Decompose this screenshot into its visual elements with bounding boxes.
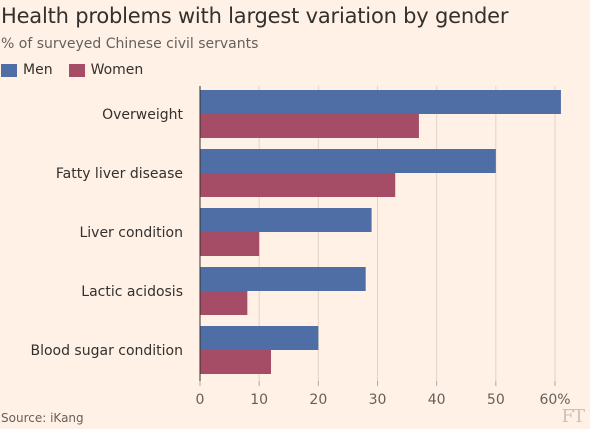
- bar-women-overweight: [200, 114, 419, 138]
- category-label-blood-sugar-condition: Blood sugar condition: [30, 343, 183, 359]
- chart-title: Health problems with largest variation b…: [1, 4, 509, 28]
- ft-logo: FT: [561, 406, 585, 427]
- x-tick-label-50: 50: [487, 392, 505, 408]
- category-label-lactic-acidosis: Lactic acidosis: [81, 284, 183, 300]
- x-tick-label-10: 10: [250, 392, 268, 408]
- legend: Men Women: [1, 62, 159, 78]
- x-tick-label-0: 0: [196, 392, 205, 408]
- legend-label-men: Men: [23, 62, 53, 78]
- bar-men-lactic-acidosis: [200, 267, 366, 291]
- legend-swatch-men: [1, 63, 17, 77]
- source-note: Source: iKang: [1, 411, 84, 425]
- category-label-overweight: Overweight: [102, 107, 183, 123]
- bar-women-blood-sugar-condition: [200, 350, 271, 374]
- bar-men-blood-sugar-condition: [200, 326, 319, 350]
- x-tick-label-20: 20: [309, 392, 327, 408]
- category-label-fatty-liver-disease: Fatty liver disease: [56, 166, 183, 182]
- x-tick-label-40: 40: [428, 392, 446, 408]
- legend-swatch-women: [68, 63, 85, 77]
- legend-label-women: Women: [90, 62, 144, 78]
- category-label-liver-condition: Liver condition: [79, 225, 183, 241]
- legend-item-men: Men: [1, 62, 53, 78]
- x-tick-label-30: 30: [369, 392, 387, 408]
- bar-women-liver-condition: [200, 232, 260, 256]
- bar-men-fatty-liver-disease: [200, 149, 496, 173]
- bar-women-fatty-liver-disease: [200, 173, 396, 197]
- chart-subtitle: % of surveyed Chinese civil servants: [1, 36, 259, 52]
- bar-men-liver-condition: [200, 208, 372, 232]
- x-tick-label-60: 60%: [539, 392, 570, 408]
- bar-women-lactic-acidosis: [200, 291, 248, 315]
- legend-item-women: Women: [68, 62, 144, 78]
- bar-men-overweight: [200, 90, 561, 114]
